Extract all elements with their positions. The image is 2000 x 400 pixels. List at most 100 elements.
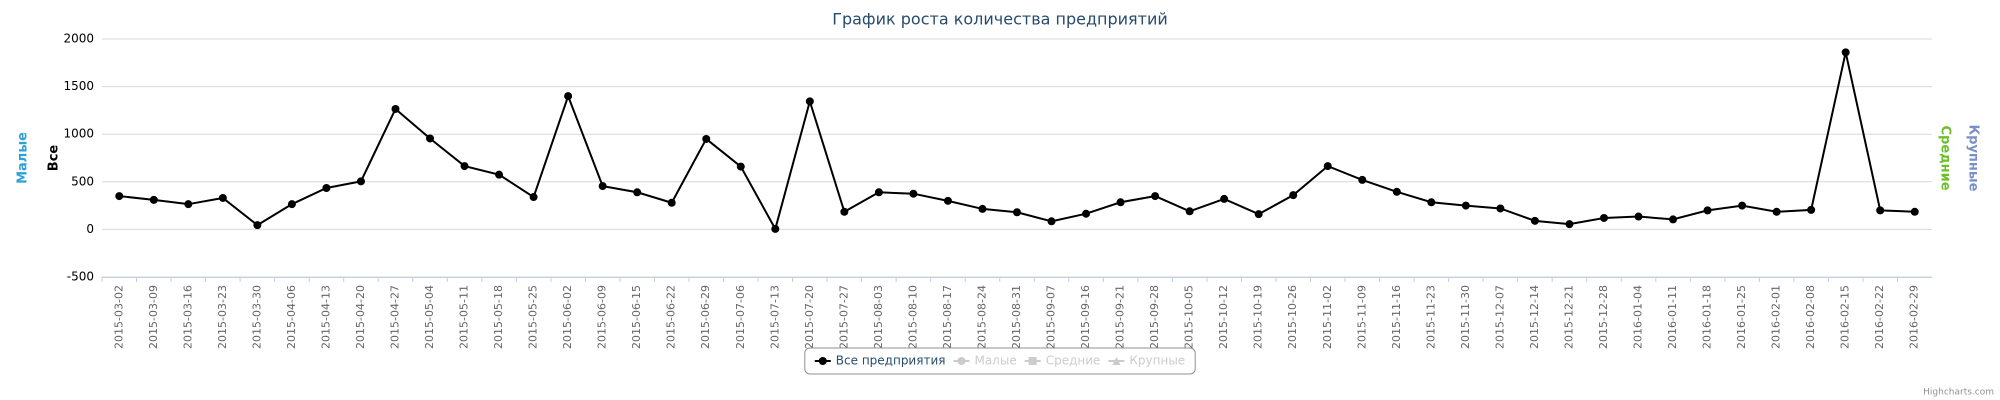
marker bbox=[1185, 207, 1194, 216]
marker bbox=[598, 182, 607, 191]
marker bbox=[218, 193, 227, 202]
marker bbox=[978, 204, 987, 213]
marker bbox=[1028, 357, 1037, 365]
x-tick-label: 2015-10-19 bbox=[1252, 285, 1265, 349]
x-tick-label: 2015-11-23 bbox=[1424, 285, 1437, 349]
x-tick-label: 2015-10-05 bbox=[1183, 285, 1196, 349]
marker bbox=[805, 97, 814, 106]
x-tick-label: 2015-11-30 bbox=[1459, 285, 1472, 349]
x-tick-label: 2015-04-13 bbox=[319, 285, 332, 349]
y-axis-title: Средние bbox=[1938, 125, 1953, 190]
credits[interactable]: Highcharts.com bbox=[1923, 388, 1994, 398]
y-tick-label: 2000 bbox=[63, 32, 94, 46]
x-tick-label: 2015-11-16 bbox=[1390, 285, 1403, 349]
marker bbox=[1116, 198, 1125, 207]
marker bbox=[322, 183, 331, 192]
marker bbox=[818, 357, 827, 365]
marker bbox=[391, 104, 400, 113]
x-tick-label: 2015-12-14 bbox=[1528, 285, 1541, 349]
x-tick-label: 2015-09-16 bbox=[1079, 285, 1092, 349]
legend-label: Малые bbox=[974, 354, 1016, 368]
marker bbox=[1047, 217, 1056, 226]
marker bbox=[460, 162, 469, 171]
marker bbox=[1876, 206, 1885, 215]
marker bbox=[1289, 191, 1298, 200]
legend: Все предприятия Малые Средние Крупные bbox=[804, 347, 1196, 375]
legend-label: Средние bbox=[1046, 354, 1101, 368]
y-tick-label: 0 bbox=[86, 222, 94, 236]
marker bbox=[115, 192, 124, 201]
marker bbox=[943, 196, 952, 205]
marker bbox=[1013, 208, 1021, 217]
chart-title: График роста количества предприятий bbox=[832, 10, 1168, 29]
y-axis-title: Все bbox=[47, 145, 62, 172]
x-tick-label: 2015-03-30 bbox=[250, 285, 263, 349]
series-line bbox=[119, 52, 1915, 232]
y-tick-label: 1000 bbox=[63, 127, 94, 141]
marker bbox=[1496, 204, 1505, 213]
x-tick-label: 2015-07-06 bbox=[734, 285, 747, 349]
marker bbox=[1358, 175, 1367, 184]
marker bbox=[1841, 48, 1850, 57]
marker bbox=[1634, 212, 1643, 221]
legend-box bbox=[804, 347, 1196, 375]
marker bbox=[149, 195, 158, 204]
marker bbox=[1738, 201, 1747, 210]
x-tick-label: 2015-03-16 bbox=[181, 285, 194, 349]
marker bbox=[287, 200, 296, 209]
marker bbox=[874, 188, 883, 197]
y-tick-label: -500 bbox=[67, 270, 94, 284]
x-tick-label: 2016-01-11 bbox=[1666, 285, 1679, 349]
legend-item[interactable]: Все предприятия bbox=[814, 354, 946, 368]
x-tick-label: 2015-06-22 bbox=[665, 285, 678, 349]
x-tick-label: 2016-02-01 bbox=[1770, 285, 1783, 349]
x-tick-label: 2015-12-07 bbox=[1493, 285, 1506, 349]
marker bbox=[1254, 210, 1263, 219]
marker bbox=[495, 170, 504, 179]
marker bbox=[1220, 194, 1229, 203]
legend-item[interactable]: Крупные bbox=[1108, 354, 1185, 368]
y-tick-label: 1500 bbox=[63, 79, 94, 93]
marker bbox=[1323, 162, 1332, 171]
x-tick-label: 2015-08-24 bbox=[975, 285, 988, 349]
marker bbox=[1151, 192, 1160, 201]
x-tick-label: 2015-04-20 bbox=[354, 285, 367, 349]
x-tick-label: 2016-02-29 bbox=[1908, 285, 1921, 349]
x-tick-label: 2015-05-11 bbox=[458, 285, 471, 349]
x-tick-label: 2015-06-02 bbox=[561, 285, 574, 349]
marker bbox=[1082, 209, 1091, 218]
marker bbox=[1565, 220, 1574, 229]
x-tick-label: 2015-03-23 bbox=[216, 285, 229, 349]
x-tick-label: 2015-08-10 bbox=[906, 285, 919, 349]
x-tick-label: 2015-10-12 bbox=[1217, 285, 1230, 349]
marker bbox=[1112, 357, 1121, 365]
marker bbox=[1807, 205, 1816, 214]
marker bbox=[1461, 201, 1470, 210]
marker bbox=[1392, 187, 1401, 196]
marker bbox=[633, 188, 642, 197]
legend-item[interactable]: Малые bbox=[953, 354, 1017, 368]
x-tick-label: 2015-07-13 bbox=[768, 285, 781, 349]
marker bbox=[1772, 207, 1781, 216]
legend-item[interactable]: Средние bbox=[1024, 354, 1101, 368]
x-tick-label: 2015-12-28 bbox=[1597, 285, 1610, 349]
x-tick-label: 2016-02-08 bbox=[1804, 285, 1817, 349]
marker bbox=[1910, 207, 1919, 216]
x-tick-label: 2015-09-21 bbox=[1114, 285, 1127, 349]
marker bbox=[1703, 206, 1712, 215]
marker bbox=[771, 224, 780, 233]
marker bbox=[1530, 216, 1539, 225]
x-tick-label: 2015-09-28 bbox=[1148, 285, 1161, 349]
marker bbox=[667, 198, 676, 207]
x-tick-label: 2015-05-04 bbox=[423, 285, 436, 349]
x-tick-label: 2015-12-21 bbox=[1562, 285, 1575, 349]
x-tick-label: 2015-11-02 bbox=[1321, 285, 1334, 349]
x-tick-label: 2015-03-09 bbox=[147, 285, 160, 349]
marker bbox=[1599, 213, 1608, 222]
y-tick-label: 500 bbox=[71, 174, 94, 188]
x-tick-label: 2015-11-09 bbox=[1355, 285, 1368, 349]
marker bbox=[840, 207, 849, 216]
x-tick-label: 2015-08-03 bbox=[872, 285, 885, 349]
x-tick-label: 2015-06-09 bbox=[596, 285, 609, 349]
